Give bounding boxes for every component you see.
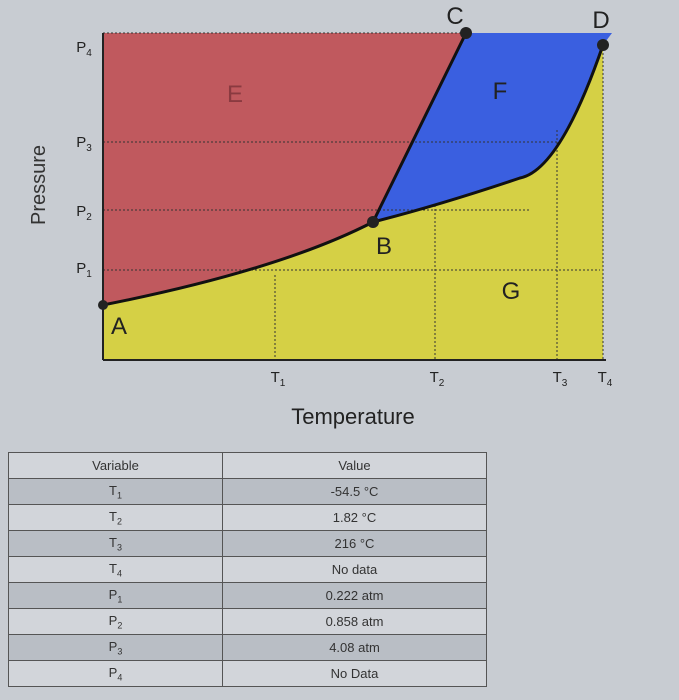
table-cell: 1.82 °C xyxy=(222,504,487,531)
table-cell: -54.5 °C xyxy=(222,478,487,505)
phase-diagram: P4 P3 P2 P1 T1 T2 T3 T4 Pressure Tempera… xyxy=(28,3,613,429)
table-cell: T2 xyxy=(8,504,223,531)
table-row: T4 No data xyxy=(8,556,487,583)
region-label: G xyxy=(502,278,521,305)
tick-label: P4 xyxy=(76,39,92,59)
tick-label: T1 xyxy=(271,369,286,389)
table-cell: Variable xyxy=(8,452,223,479)
tick-label: P1 xyxy=(76,260,92,280)
tick-label: P2 xyxy=(76,203,92,223)
table-cell: T1 xyxy=(8,478,223,505)
table-cell: P4 xyxy=(8,660,223,687)
tick-label: T2 xyxy=(430,369,445,389)
table-row: T1 -54.5 °C xyxy=(8,478,487,505)
table-row: P1 0.222 atm xyxy=(8,582,487,609)
tick-label: T4 xyxy=(598,369,613,389)
table-row: P4 No Data xyxy=(8,660,487,687)
table-cell: 0.222 atm xyxy=(222,582,487,609)
point-label: C xyxy=(446,3,463,30)
table-row: P2 0.858 atm xyxy=(8,608,487,635)
region-label: F xyxy=(493,78,508,105)
point-label: D xyxy=(592,7,609,34)
table-cell: P3 xyxy=(8,634,223,661)
table-row: T2 1.82 °C xyxy=(8,504,487,531)
tick-label: T3 xyxy=(553,369,568,389)
table-cell: Value xyxy=(222,452,487,479)
table-row: P3 4.08 atm xyxy=(8,634,487,661)
region-f xyxy=(373,33,612,222)
region-g xyxy=(103,45,603,360)
data-table: Variable Value T1 -54.5 °C T2 1.82 °C T3 216 °C… xyxy=(8,452,487,687)
phase-boundaries xyxy=(102,32,605,307)
table-cell: 0.858 atm xyxy=(222,608,487,635)
point-label: B xyxy=(376,233,392,260)
guide-lines xyxy=(103,32,604,360)
tick-label: P3 xyxy=(76,134,92,154)
table-cell: P2 xyxy=(8,608,223,635)
table-row: T3 216 °C xyxy=(8,530,487,557)
points xyxy=(98,27,609,310)
table-cell: 216 °C xyxy=(222,530,487,557)
y-axis-label: Pressure xyxy=(28,145,50,225)
table-row: Variable Value xyxy=(8,452,487,479)
point-label: A xyxy=(111,313,127,340)
table-cell: P1 xyxy=(8,582,223,609)
region-e xyxy=(103,33,466,305)
region-label: E xyxy=(227,81,243,108)
table-cell: T3 xyxy=(8,530,223,557)
table-cell: T4 xyxy=(8,556,223,583)
table-cell: No Data xyxy=(222,660,487,687)
table-cell: 4.08 atm xyxy=(222,634,487,661)
table-cell: No data xyxy=(222,556,487,583)
x-axis-label: Temperature xyxy=(291,404,415,429)
